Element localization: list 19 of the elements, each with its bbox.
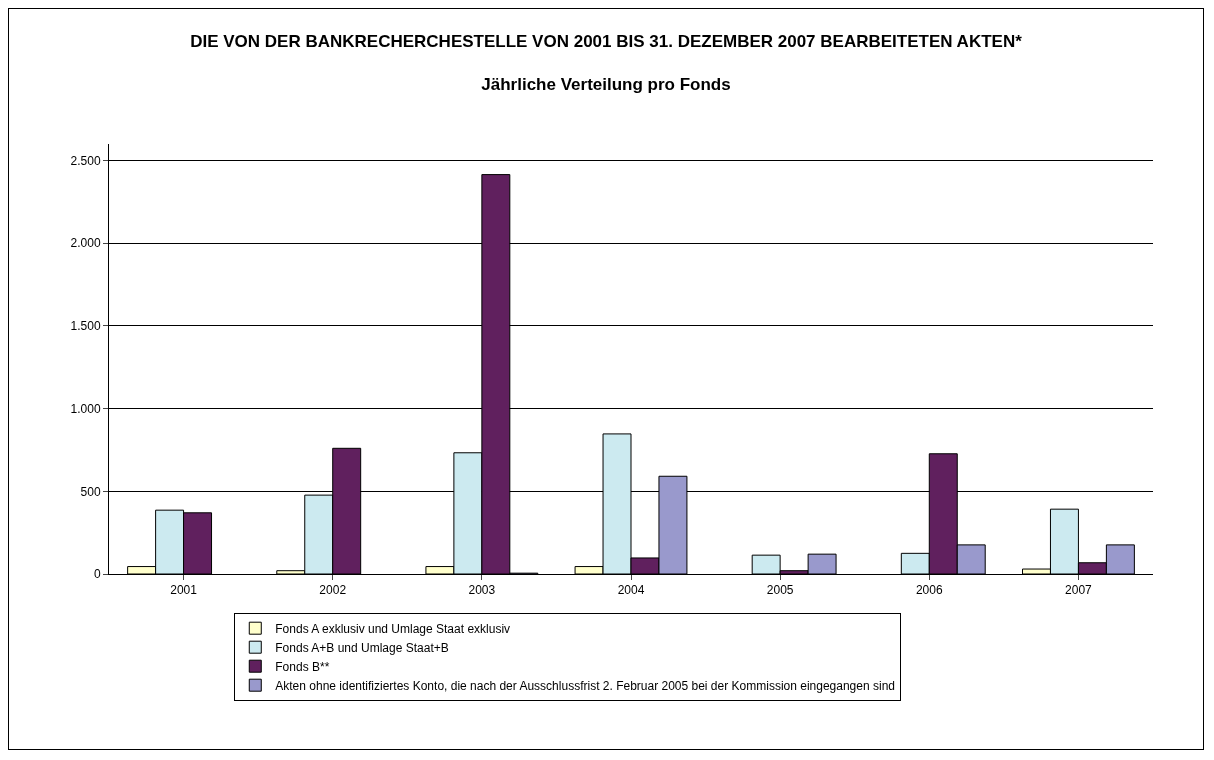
- y-tick-label: 0: [93, 567, 101, 582]
- x-tick-label: 2006: [915, 583, 943, 598]
- legend-label: Akten ohne identifiziertes Konto, die nach der Ausschlussfrist 2. Februar 2005 bei der Kommission eingegangen sind: [275, 678, 895, 693]
- x-tick-label: 2007: [1065, 583, 1093, 598]
- legend-label: Fonds A+B und Umlage Staat+B: [275, 640, 449, 655]
- y-tick-label: 2.000: [70, 236, 101, 251]
- chart-subtitle: Jährliche Verteilung pro Fonds: [481, 74, 731, 94]
- x-tick-label: 2002: [319, 583, 347, 598]
- legend-label: Fonds B**: [275, 659, 330, 674]
- legend-label: Fonds A exklusiv und Umlage Staat exklusiv: [275, 621, 511, 636]
- x-tick-label: 2003: [468, 583, 496, 598]
- y-tick-label: 1.000: [70, 401, 101, 416]
- y-tick-label: 1.500: [70, 319, 101, 334]
- x-tick-label: 2005: [766, 583, 794, 598]
- y-tick-label: 500: [80, 484, 101, 499]
- y-tick-label: 2.500: [70, 153, 101, 168]
- x-tick-label: 2004: [617, 583, 645, 598]
- chart-title: DIE VON DER BANKRECHERCHESTELLE VON 2001 BIS 31. DEZEMBER 2007 BEARBEITETEN AKTEN*: [190, 31, 1023, 51]
- x-tick-label: 2001: [170, 583, 198, 598]
